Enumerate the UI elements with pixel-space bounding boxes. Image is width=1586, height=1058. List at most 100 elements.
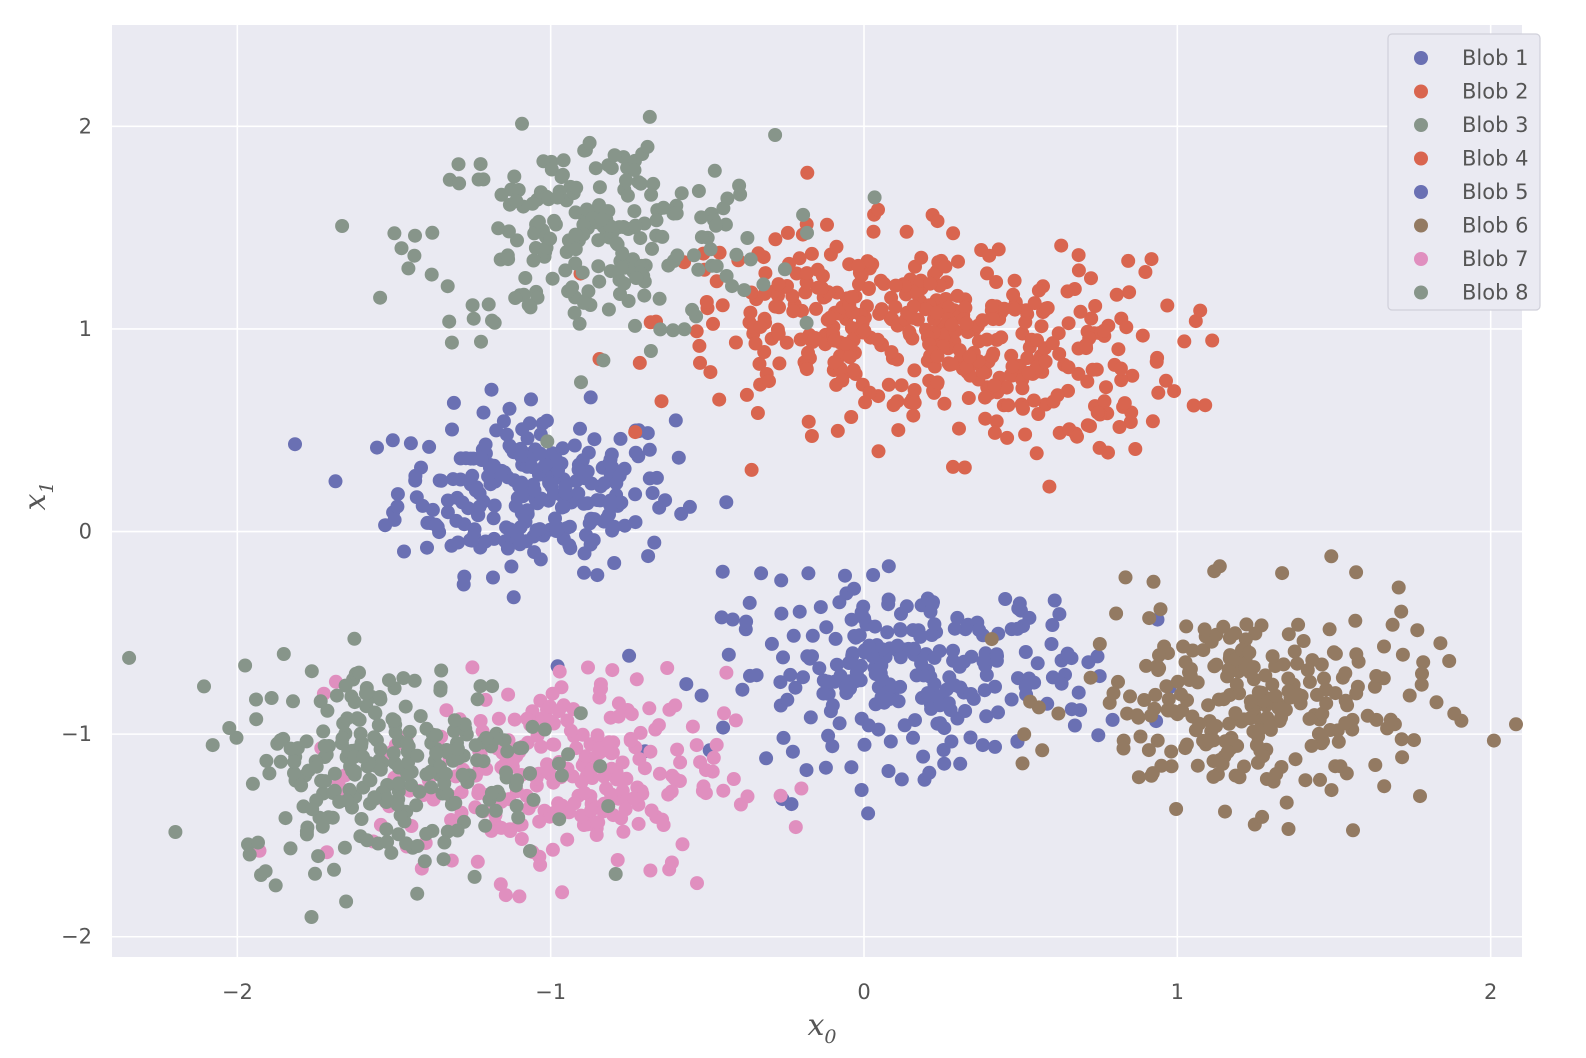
scatter-point (273, 733, 288, 748)
scatter-point (581, 284, 596, 299)
scatter-point (1090, 405, 1105, 420)
scatter-point (776, 730, 791, 745)
scatter-point (1414, 677, 1429, 692)
scatter-point (886, 398, 901, 413)
scatter-point (604, 161, 619, 176)
scatter-point (961, 391, 976, 405)
scatter-point (729, 247, 744, 262)
scatter-point (500, 541, 515, 556)
scatter-point (524, 392, 538, 407)
scatter-point (846, 363, 861, 377)
scatter-point (1113, 361, 1128, 376)
scatter-point (743, 252, 758, 267)
scatter-point (728, 335, 743, 350)
scatter-point (1061, 316, 1076, 331)
scatter-point (861, 806, 876, 821)
scatter-point (615, 755, 630, 770)
scatter-point (1160, 702, 1175, 717)
scatter-point (868, 667, 883, 682)
scatter-point (1333, 759, 1348, 774)
scatter-point (578, 749, 593, 764)
legend-marker (1414, 151, 1428, 166)
scatter-point (1183, 662, 1198, 676)
legend-marker (1414, 118, 1428, 132)
scatter-point (584, 476, 599, 491)
scatter-point (1258, 668, 1273, 683)
scatter-point (447, 724, 461, 738)
scatter-point (818, 760, 833, 775)
scatter-point (294, 778, 309, 793)
scatter-point (592, 180, 607, 195)
scatter-point (628, 487, 643, 502)
scatter-point (1146, 574, 1161, 589)
scatter-point (1281, 627, 1296, 642)
scatter-point (844, 612, 859, 627)
scatter-point (533, 857, 548, 872)
scatter-point (512, 537, 527, 552)
scatter-point (1380, 721, 1395, 736)
scatter-point (810, 262, 825, 277)
x-axis-label: x0 (807, 1008, 836, 1048)
scatter-point (692, 338, 707, 353)
scatter-point (881, 559, 896, 574)
scatter-point (407, 673, 422, 688)
scatter-point (567, 796, 582, 811)
scatter-point (563, 723, 578, 738)
legend-marker (1414, 84, 1428, 99)
scatter-point (1338, 716, 1353, 731)
scatter-point (802, 651, 817, 666)
scatter-point (768, 299, 783, 314)
scatter-point (1268, 688, 1283, 703)
scatter-point (1190, 758, 1205, 773)
scatter-point (452, 176, 467, 191)
scatter-point (393, 808, 408, 823)
scatter-point (591, 815, 606, 830)
scatter-point (776, 650, 790, 665)
scatter-point (1348, 613, 1363, 628)
scatter-point (937, 327, 952, 342)
scatter-point (796, 207, 811, 222)
scatter-point (947, 621, 962, 636)
scatter-point (484, 785, 499, 800)
scatter-point (1051, 326, 1066, 341)
scatter-point (666, 323, 680, 338)
scatter-point (1218, 804, 1232, 819)
scatter-point (673, 755, 688, 770)
scatter-point (533, 552, 548, 567)
scatter-point (502, 438, 517, 453)
scatter-point (485, 313, 499, 328)
scatter-point (1340, 698, 1355, 713)
scatter-point (1141, 743, 1156, 758)
scatter-point (605, 663, 620, 678)
scatter-point (347, 631, 362, 646)
scatter-point (1099, 380, 1113, 395)
scatter-point (857, 323, 872, 338)
scatter-point (652, 291, 667, 306)
scatter-point (1369, 669, 1384, 683)
scatter-point (489, 423, 504, 438)
scatter-point (511, 183, 526, 197)
scatter-point (1117, 396, 1132, 411)
scatter-point (669, 206, 684, 221)
legend-label: Blob 6 (1462, 214, 1528, 238)
scatter-point (458, 451, 473, 466)
scatter-point (601, 302, 616, 317)
scatter-point (286, 694, 300, 709)
scatter-point (1291, 617, 1306, 632)
scatter-point (422, 439, 437, 454)
scatter-point (526, 253, 541, 268)
scatter-point (359, 686, 373, 701)
scatter-point (975, 738, 990, 753)
scatter-point (1112, 420, 1127, 434)
scatter-point (844, 760, 859, 775)
scatter-point (568, 242, 583, 257)
scatter-point (1044, 637, 1059, 651)
scatter-point (976, 654, 991, 669)
scatter-point (344, 689, 359, 704)
scatter-point (980, 266, 994, 281)
scatter-point (800, 165, 815, 180)
scatter-point (788, 680, 803, 695)
scatter-point (726, 772, 741, 786)
scatter-point (382, 673, 396, 688)
scatter-point (287, 766, 301, 781)
